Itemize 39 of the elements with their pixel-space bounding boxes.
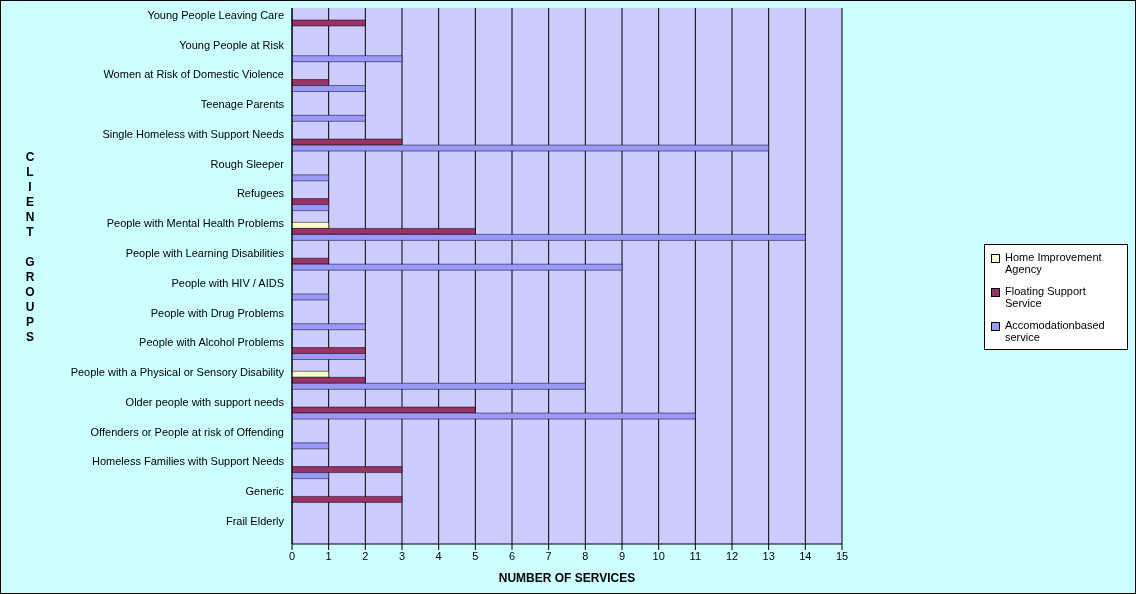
y-tick-label: Single Homeless with Support Needs <box>102 127 285 140</box>
legend-label: Home Improvement Agency <box>1005 251 1103 275</box>
y-tick-label: Young People at Risk <box>179 38 285 51</box>
y-tick-label: Young People Leaving Care <box>147 8 284 21</box>
x-tick-label: 6 <box>508 549 516 562</box>
x-tick-label: 2 <box>362 549 369 562</box>
x-tick-label: 13 <box>762 549 775 562</box>
y-tick-label: Rough Sleeper <box>210 157 285 170</box>
y-tick-label: Homeless Families with Support Needs <box>92 455 285 468</box>
x-axis-title: NUMBER OF SERVICES <box>498 571 636 585</box>
y-tick-label: Offenders or People at risk of Offending <box>90 425 284 438</box>
x-tick-label: 7 <box>545 549 552 562</box>
x-tick-label: 5 <box>472 549 479 562</box>
x-tick-label: 15 <box>835 549 849 562</box>
y-tick-label: Older people with support needs <box>125 395 285 408</box>
y-tick-label: Generic <box>245 485 285 498</box>
y-tick-label: Women at Risk of Domestic Violence <box>103 68 284 81</box>
y-tick-label: People with a Physical or Sensory Disability <box>70 366 285 379</box>
x-tick-label: 12 <box>725 549 739 562</box>
x-tick-label: 4 <box>435 549 442 562</box>
x-tick-label: 10 <box>652 549 665 562</box>
y-tick-label: Teenage Parents <box>200 98 285 111</box>
x-tick-label: 0 <box>288 549 296 562</box>
x-tick-label: 9 <box>618 549 626 562</box>
y-tick-label: People with Learning Disabilities <box>125 247 285 260</box>
x-tick-label: 1 <box>325 549 332 562</box>
x-tick-label: 11 <box>689 549 702 562</box>
legend-label: Accomodationbased service <box>1005 319 1106 343</box>
y-tick-label: Refugees <box>236 187 285 200</box>
y-tick-label: People with Drug Problems <box>150 306 285 319</box>
y-tick-label: People with Alcohol Problems <box>139 336 285 349</box>
x-tick-label: 14 <box>799 549 812 562</box>
y-tick-label: People with Mental Health Problems <box>106 217 285 230</box>
text: CLIENT GROUPS <box>25 150 35 344</box>
x-tick-label: 3 <box>398 549 406 562</box>
y-tick-label: People with HIV / AIDS <box>171 276 284 289</box>
y-tick-label: Frail Elderly <box>225 515 285 528</box>
x-tick-label: 8 <box>582 549 589 562</box>
legend-label: Floating Support Service <box>1005 285 1087 309</box>
